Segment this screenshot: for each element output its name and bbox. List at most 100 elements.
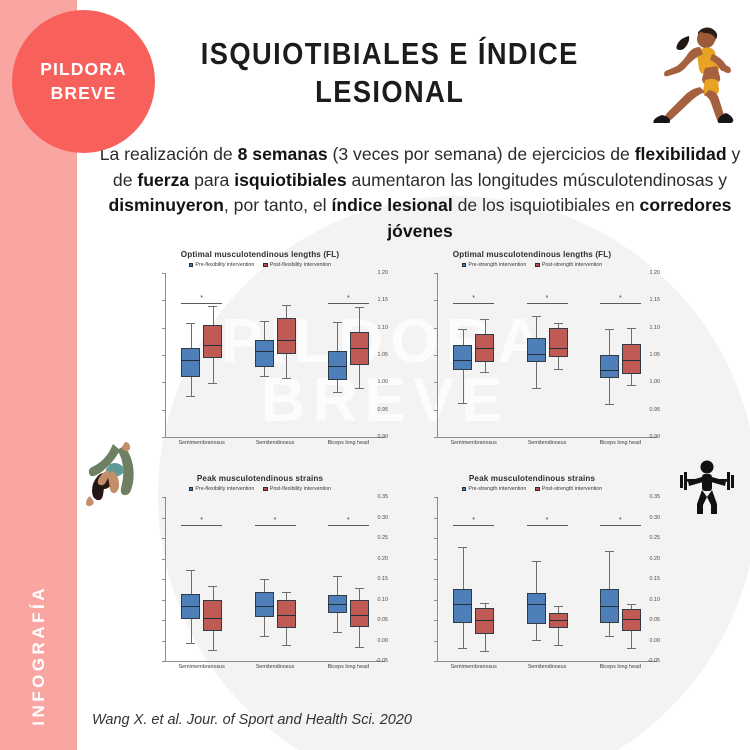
y-tick bbox=[162, 437, 166, 438]
whisker-cap bbox=[604, 636, 614, 638]
y-tick bbox=[162, 538, 166, 539]
y-tick-label: -0.05 bbox=[375, 658, 388, 664]
x-tick-label: Biceps long head bbox=[599, 664, 641, 670]
lead-segment: aumentaron las longitudes músculotendino… bbox=[346, 169, 728, 190]
plot-area: 0.35 0.30 0.25 0.20 0.15 0.10 0.05 0.00 -0.05 Sem… bbox=[132, 494, 389, 680]
y-tick bbox=[162, 661, 166, 662]
y-tick bbox=[434, 382, 438, 384]
y-tick-label: 1.10 bbox=[377, 324, 389, 331]
whisker-cap bbox=[458, 547, 468, 549]
boxplot-box bbox=[621, 344, 641, 375]
whisker-cap bbox=[354, 306, 364, 308]
boxplot-box bbox=[349, 600, 369, 628]
significance-bar bbox=[453, 303, 495, 304]
median-line bbox=[453, 603, 473, 605]
whisker-cap bbox=[208, 586, 218, 588]
y-tick bbox=[434, 661, 438, 662]
significance-bar bbox=[327, 303, 369, 304]
y-tick bbox=[434, 409, 438, 411]
y-tick bbox=[434, 273, 438, 274]
significance-bar bbox=[181, 303, 223, 304]
legend-label: Pre-strength intervention bbox=[468, 262, 527, 268]
page-title-line1: ISQUIOTIBIALES E ÍNDICE bbox=[201, 36, 579, 72]
boxplot-box bbox=[526, 593, 546, 625]
chart-legend: Pre-flexibility intervention Post-flexibi… bbox=[132, 486, 388, 492]
y-tick bbox=[434, 300, 438, 302]
y-tick bbox=[434, 355, 438, 356]
whisker-cap bbox=[354, 588, 364, 590]
median-line bbox=[327, 365, 347, 367]
median-line bbox=[548, 348, 568, 350]
whisker-cap bbox=[553, 645, 563, 647]
median-line bbox=[276, 615, 296, 617]
whisker-cap bbox=[626, 385, 636, 387]
x-axis-line bbox=[165, 661, 385, 662]
legend-entry: Pre-flexibility intervention bbox=[188, 262, 254, 268]
pildora-breve-badge: PILDORA BREVE bbox=[12, 10, 155, 153]
whisker-cap bbox=[604, 551, 614, 553]
chart-legend: Pre-strength intervention Post-strength i… bbox=[404, 262, 660, 268]
whisker-cap bbox=[332, 322, 342, 324]
y-tick-label: 0.25 bbox=[377, 535, 389, 541]
boxplot-box bbox=[276, 317, 296, 354]
y-tick-label: 0.95 bbox=[377, 406, 389, 413]
y-tick bbox=[434, 497, 438, 498]
significance-star: * bbox=[545, 295, 549, 302]
whisker-cap bbox=[480, 372, 490, 374]
lead-segment: flexibilidad bbox=[634, 144, 727, 164]
significance-bar bbox=[327, 525, 369, 526]
y-tick bbox=[434, 517, 438, 519]
plot-area: 1.20 1.15 1.10 1.05 1.00 0.95 0.90 Semimembrano… bbox=[132, 270, 389, 456]
whisker-cap bbox=[259, 579, 269, 580]
whisker-cap bbox=[332, 392, 342, 394]
whisker-cap bbox=[208, 383, 218, 385]
median-line bbox=[548, 620, 568, 621]
y-tick-label: 0.20 bbox=[377, 555, 389, 562]
lead-segment: isquiotibiales bbox=[234, 169, 347, 190]
whisker-cap bbox=[480, 319, 490, 321]
lead-segment: para bbox=[189, 169, 235, 190]
median-line bbox=[276, 339, 296, 341]
y-tick-label: 1.05 bbox=[649, 352, 661, 358]
significance-star: * bbox=[472, 517, 476, 524]
median-line bbox=[254, 605, 274, 607]
chart-legend: Pre-flexibility intervention Post-flexibi… bbox=[132, 262, 388, 268]
badge-line1: PILDORA bbox=[40, 58, 127, 79]
whisker-cap bbox=[186, 396, 196, 397]
y-tick-label: 1.15 bbox=[377, 297, 389, 304]
boxplot-box bbox=[548, 327, 568, 358]
background-blob bbox=[158, 196, 750, 750]
legend-entry: Pre-strength intervention bbox=[461, 486, 526, 492]
y-tick bbox=[434, 327, 438, 329]
whisker-cap bbox=[458, 647, 468, 649]
y-tick bbox=[162, 409, 166, 411]
lead-segment: (3 veces por semana) de ejercicios de bbox=[327, 144, 635, 164]
whisker-cap bbox=[553, 323, 563, 325]
median-line bbox=[203, 345, 223, 347]
y-tick-label: 0.35 bbox=[377, 494, 389, 500]
y-tick bbox=[162, 558, 166, 560]
x-axis-line bbox=[437, 661, 657, 662]
lead-segment: La realización de bbox=[99, 144, 238, 164]
whisker-cap bbox=[458, 328, 468, 330]
median-line bbox=[254, 350, 274, 352]
lead-segment: fuerza bbox=[137, 169, 190, 190]
boxplot-box bbox=[254, 339, 274, 368]
plot-area: 1.20 1.15 1.10 1.05 1.00 0.95 0.90 Semimembrano… bbox=[404, 270, 661, 456]
whisker-cap bbox=[281, 304, 291, 306]
y-tick bbox=[434, 640, 438, 642]
whisker-cap bbox=[332, 575, 342, 577]
significance-bar bbox=[599, 303, 641, 304]
whisker-cap bbox=[480, 650, 490, 652]
legend-label: Pre-flexibility intervention bbox=[195, 486, 255, 492]
y-tick bbox=[162, 273, 166, 274]
y-tick-label: 0.90 bbox=[377, 434, 389, 440]
boxplot-box bbox=[203, 600, 223, 632]
y-tick-label: 0.00 bbox=[649, 637, 661, 644]
rail-label: INFOGRAFÍA bbox=[0, 560, 77, 750]
whisker-cap bbox=[259, 321, 269, 323]
whisker-cap bbox=[281, 644, 291, 646]
significance-bar bbox=[254, 525, 296, 526]
median-line bbox=[181, 606, 201, 608]
